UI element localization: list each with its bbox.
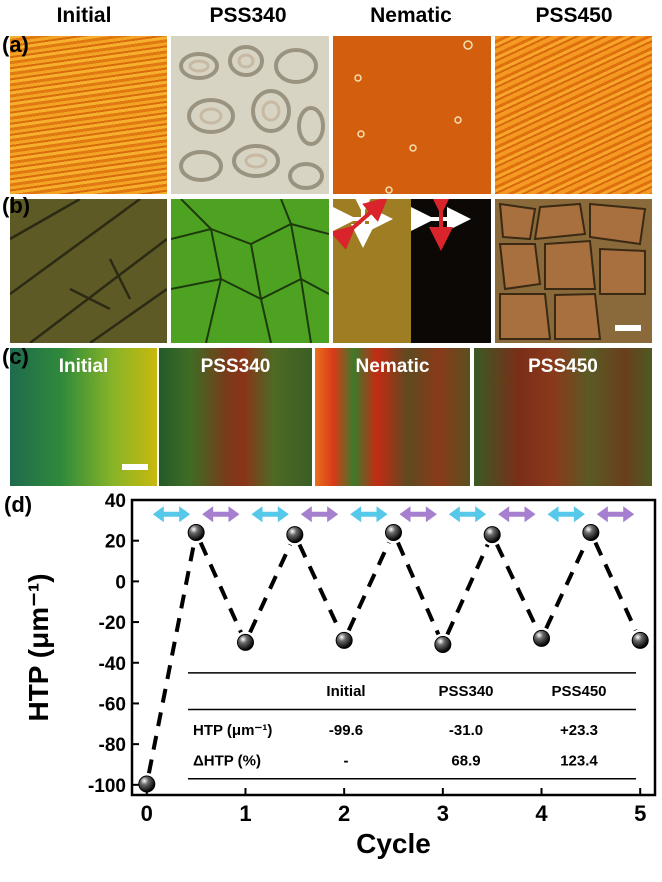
table-cell: ΔHTP (%) [193,752,261,769]
table-cell: -31.0 [449,722,483,739]
state-arrow-head [202,506,214,523]
panel-label-c: (c) [2,344,29,369]
table-cell: +23.3 [560,722,598,739]
state-arrow-head [475,506,487,523]
y-tick-label: -100 [88,776,126,797]
texture-a-initial [10,36,167,194]
column-title-nematic: Nematic [370,4,452,27]
state-arrow-head [179,506,191,523]
series-segment [198,541,243,634]
data-point [335,631,353,649]
strip-title-pss340: PSS340 [200,356,271,377]
table-header: Initial [326,683,365,700]
texture-a-pss340 [171,36,329,194]
state-arrow-head [327,506,339,523]
state-arrow-head [251,506,263,523]
table-cell: - [344,752,349,769]
state-arrow-head [425,506,437,523]
table-cell: -99.6 [329,722,363,739]
state-arrow-head [498,506,510,523]
strip-c-initial: Initial [10,348,157,486]
x-tick-label: 2 [338,801,350,826]
table-cell: HTP (μm⁻¹) [193,722,272,739]
data-point [138,775,156,793]
plot-frame [130,498,657,797]
x-tick-label: 1 [239,801,251,826]
y-tick-label: 20 [105,532,126,553]
data-point [631,631,649,649]
y-tick-label: -40 [99,654,126,675]
state-arrow-head [399,506,411,523]
series-segment [297,543,342,632]
htp-cycle-chart: 40 20 0 -20 -40 -60 -80 -100 0 1 2 3 4 5 Cycle HTP (μm⁻… [23,491,657,859]
texture-b-nematic [333,199,491,343]
y-tick-label: -80 [99,735,126,756]
series-segment [495,543,539,630]
panel-label-a: (a) [2,32,29,57]
column-title-pss340: PSS340 [209,4,287,27]
texture-b-pss450 [495,199,652,343]
y-tick-label: 0 [115,572,126,593]
table-cell: 123.4 [560,752,598,769]
y-tick-label: 40 [105,491,126,512]
y-tick-label: -20 [99,613,126,634]
data-point [385,524,402,542]
data-point [483,526,501,544]
x-axis-label: Cycle [356,828,431,859]
state-arrow-head [300,506,312,523]
state-arrow-head [547,506,559,523]
y-tick-label: -60 [99,694,126,715]
table-header: PSS450 [551,683,606,700]
data-point [187,524,205,542]
state-arrow-head [573,506,585,523]
state-arrow-head [228,506,240,523]
strip-title-nematic: Nematic [355,356,430,377]
series-segment [248,543,293,634]
column-title-pss450: PSS450 [535,4,613,27]
data-point [286,526,304,544]
series-segment [146,542,196,774]
x-tick-label: 3 [437,801,449,826]
data-point [236,633,254,651]
strip-c-pss450: PSS450 [474,348,652,486]
strip-title-initial: Initial [58,356,109,377]
scale-bar-c [122,464,148,470]
data-point [582,524,600,542]
column-title-initial: Initial [56,4,112,27]
series-segment [593,541,638,632]
x-tick-label: 5 [634,801,646,826]
state-arrow-head [596,506,608,523]
texture-a-nematic [333,36,491,194]
x-tick-label: 0 [141,801,153,826]
panel-label-b: (b) [2,193,31,218]
strip-c-nematic: Nematic [315,348,470,486]
strip-title-pss450: PSS450 [528,356,598,377]
state-arrow-head [376,506,388,523]
series-segment [346,541,391,632]
y-axis-label: HTP (μm⁻¹) [23,573,54,721]
series-segment [396,541,441,636]
texture-a-pss450 [495,36,652,194]
state-arrow-head [623,506,635,523]
state-arrow-head [152,506,164,523]
series-segment [445,543,490,636]
table-cell: 68.9 [451,752,480,769]
scale-bar-b [615,325,641,331]
polarizer-arrows-parallel [411,199,471,251]
state-arrow-head [524,506,536,523]
x-tick-label: 4 [535,801,548,826]
polarizer-arrows-crossed [333,199,393,250]
strip-c-pss340: PSS340 [159,348,312,486]
table-header: PSS340 [438,683,493,700]
panel-label-d: (d) [4,492,33,517]
texture-b-pss340 [171,199,329,343]
data-point [434,635,452,653]
state-arrow-head [448,506,460,523]
state-arrow-head [277,506,289,523]
state-arrow-head [350,506,362,523]
data-point [533,629,551,647]
texture-b-initial [10,199,167,343]
series-segment [544,541,589,630]
